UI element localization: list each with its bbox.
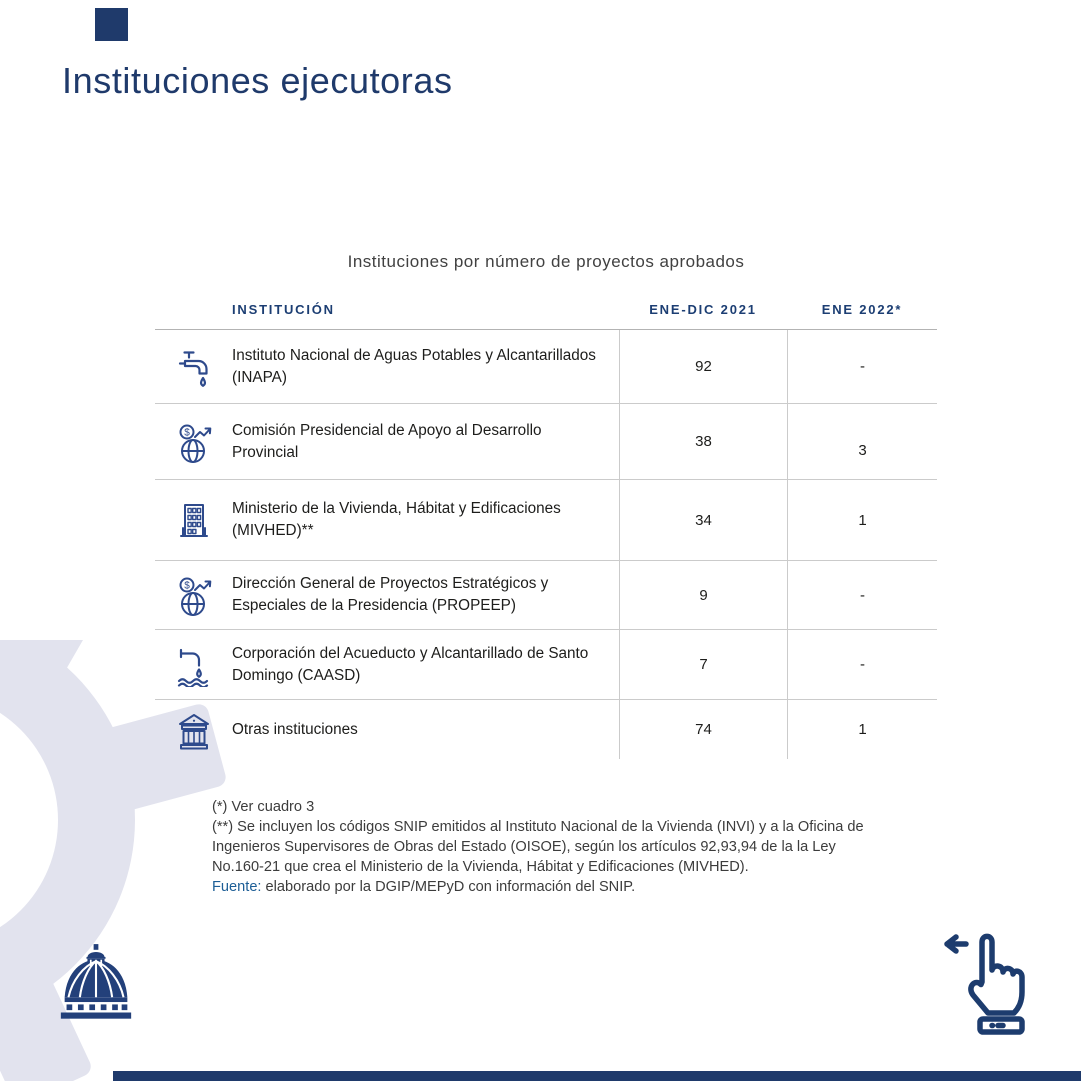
column-header-2022: ENE 2022*: [821, 302, 903, 317]
svg-text:$: $: [184, 427, 190, 438]
source-label: Fuente:: [212, 879, 262, 895]
footnote-1: (*) Ver cuadro 3: [212, 799, 315, 815]
table-row: $ Comisión Presidencial de Apoyo al Desa…: [155, 403, 937, 479]
value-2021: 38: [619, 404, 787, 479]
table-row: Otras instituciones 74 1: [155, 699, 937, 759]
gear-background-shape: [0, 640, 226, 1081]
table-row: Instituto Nacional de Aguas Potables y A…: [155, 330, 937, 403]
building-icon: [155, 498, 232, 542]
footnote-2-line: (**) Se incluyen los códigos SNIP emitid…: [212, 819, 864, 835]
value-2021: 9: [619, 561, 787, 629]
institution-name-line: Ministerio de la Vivienda, Hábitat y Edi…: [232, 500, 561, 517]
table-row: $ Dirección General de Proyectos Estraté…: [155, 560, 937, 629]
globe-dollar-icon: $: [155, 420, 232, 464]
institution-name-line: Instituto Nacional de Aguas Potables y A…: [232, 346, 596, 364]
svg-text:$: $: [184, 581, 190, 592]
palace-dome-logo: [60, 944, 132, 1019]
footnote-2-line: Ingenieros Supervisores de Obras del Est…: [212, 839, 836, 855]
source-text: elaborado por la DGIP/MEPyD con informac…: [261, 879, 636, 895]
footnotes: (*) Ver cuadro 3 (**) Se incluyen los có…: [212, 797, 918, 897]
value-2022: -: [787, 561, 937, 629]
institution-name-line: Corporación del Acueducto y Alcantarilla…: [232, 644, 589, 662]
government-building-icon: [155, 708, 232, 752]
institution-name-line: Comisión Presidencial de Apoyo al Desarr…: [232, 421, 542, 439]
globe-dollar-icon: $: [155, 573, 232, 617]
institution-name-line: Dirección General de Proyectos Estratégi…: [232, 575, 549, 592]
source-note: Fuente: elaborado por la DGIP/MEPyD con …: [212, 877, 918, 897]
column-header-institution: INSTITUCIÓN: [232, 302, 335, 317]
swipe-left-hand-icon[interactable]: [936, 920, 1036, 1035]
water-outlet-icon: [155, 643, 232, 687]
table-title: Instituciones por número de proyectos ap…: [347, 252, 745, 271]
value-2022: -: [787, 630, 937, 699]
value-2022: -: [787, 330, 937, 403]
top-accent-square: [95, 8, 128, 41]
footnote-2-line: No.160-21 que crea el Ministerio de la V…: [212, 859, 749, 875]
institution-name-line: Especiales de la Presidencia (PROPEEP): [232, 597, 516, 614]
institution-name-line: (INAPA): [232, 368, 287, 386]
page-title: Instituciones ejecutoras: [62, 60, 453, 101]
table-row: Ministerio de la Vivienda, Hábitat y Edi…: [155, 479, 937, 560]
value-2022: 3: [787, 404, 937, 479]
approved-projects-table: Instituciones por número de proyectos ap…: [155, 252, 937, 759]
value-2021: 7: [619, 630, 787, 699]
institution-name-line: Domingo (CAASD): [232, 666, 361, 684]
column-header-2021: ENE-DIC 2021: [649, 302, 757, 317]
institution-name-line: Otras instituciones: [232, 720, 358, 738]
value-2021: 92: [619, 330, 787, 403]
faucet-icon: [155, 345, 232, 389]
table-header-row: INSTITUCIÓN ENE-DIC 2021 ENE 2022*: [155, 302, 937, 330]
value-2022: 1: [787, 700, 937, 759]
table-row: Corporación del Acueducto y Alcantarilla…: [155, 629, 937, 699]
value-2022: 1: [787, 480, 937, 560]
institution-name-line: (MIVHED)**: [232, 522, 314, 539]
bottom-accent-bar: [113, 1071, 1081, 1081]
institution-name-line: Provincial: [232, 443, 299, 461]
value-2021: 74: [619, 700, 787, 759]
value-2021: 34: [619, 480, 787, 560]
